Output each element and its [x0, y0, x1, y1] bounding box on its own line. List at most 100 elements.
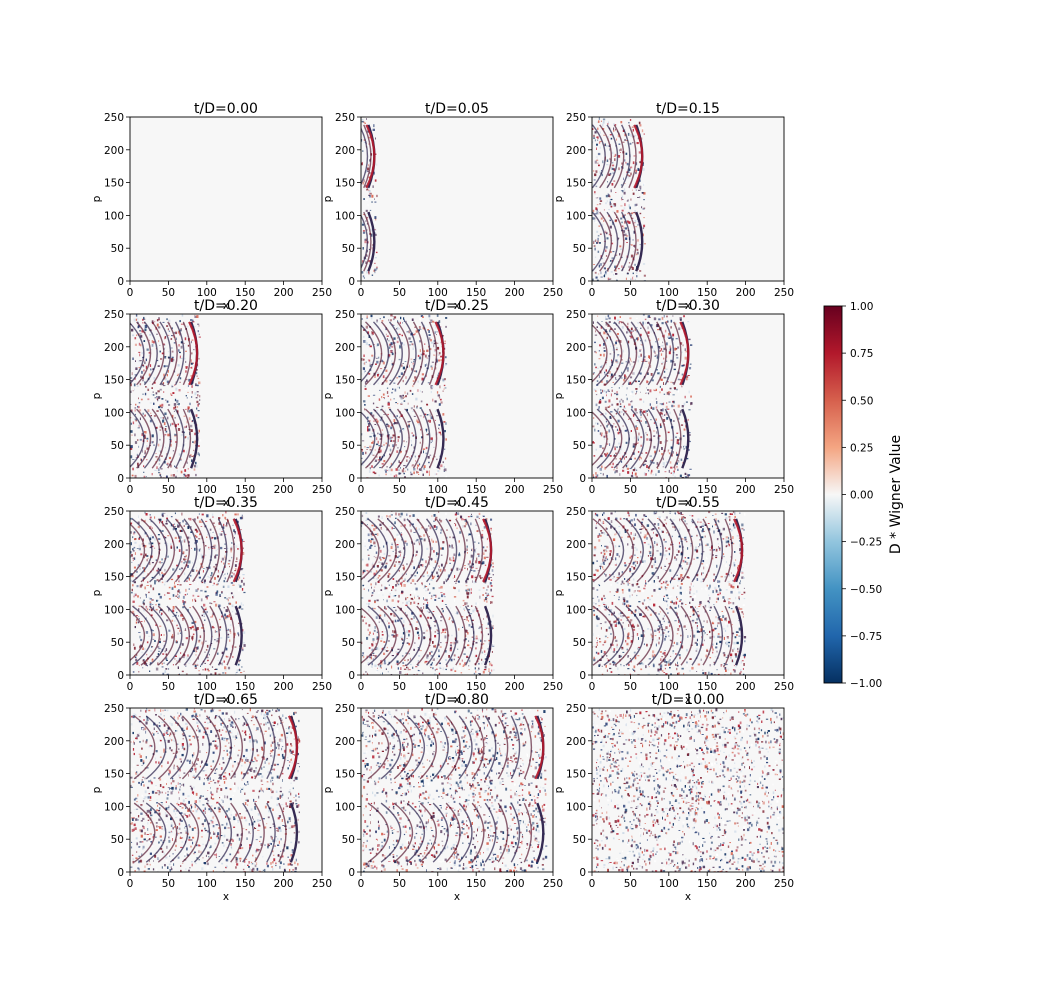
- heatmap-cell: [668, 391, 670, 394]
- heatmap-cell: [427, 456, 430, 459]
- heatmap-cell: [224, 516, 227, 520]
- heatmap-cell: [637, 167, 639, 170]
- heatmap-cell: [434, 331, 436, 334]
- heatmap-cell: [601, 364, 604, 367]
- heatmap-cell: [166, 400, 169, 403]
- heatmap-cell: [392, 388, 394, 390]
- wavefront-arc: [361, 324, 376, 383]
- heatmap-cell: [372, 654, 374, 656]
- heatmap-cell: [383, 316, 385, 319]
- heatmap-cell: [167, 592, 171, 594]
- heatmap-cell: [154, 581, 156, 585]
- heatmap-cell: [595, 185, 598, 188]
- heatmap-cell: [234, 531, 236, 535]
- x-tick-label: 100: [428, 287, 448, 299]
- heatmap-cell: [379, 389, 381, 391]
- heatmap-cell: [424, 364, 426, 367]
- heatmap-cell: [616, 391, 618, 394]
- heatmap-cell: [130, 390, 132, 393]
- heatmap-cell: [643, 217, 645, 219]
- heatmap-cell: [134, 388, 135, 391]
- heatmap-cell: [369, 383, 371, 385]
- heatmap-cell: [197, 330, 199, 333]
- heatmap-cell: [379, 673, 382, 675]
- x-axis-label: x: [223, 694, 229, 706]
- heatmap-cell: [397, 619, 400, 622]
- heatmap-cell: [640, 452, 643, 454]
- heatmap-cell: [634, 220, 636, 223]
- heatmap-cell: [373, 589, 375, 592]
- heatmap-cell: [472, 580, 473, 583]
- heatmap-cell: [630, 127, 632, 129]
- x-tick-label: 200: [274, 681, 294, 693]
- wavefront-arc: [182, 408, 192, 469]
- heatmap-cell: [373, 528, 376, 531]
- heatmap-cell: [177, 666, 179, 669]
- heatmap-cell: [625, 198, 628, 201]
- heatmap-cell: [600, 223, 604, 227]
- heatmap-cell: [135, 667, 137, 670]
- heatmap-cell: [367, 360, 369, 363]
- heatmap-cell: [615, 478, 616, 481]
- heatmap-cell: [679, 410, 682, 414]
- heatmap-cell: [194, 392, 197, 396]
- heatmap-cell: [625, 361, 627, 363]
- heatmap-cell: [685, 401, 688, 403]
- heatmap-cell: [189, 454, 192, 456]
- heatmap-cell: [593, 372, 595, 374]
- heatmap-cell: [364, 404, 366, 406]
- heatmap-cell: [130, 555, 132, 558]
- heatmap-cell: [179, 351, 181, 354]
- heatmap-cell: [187, 344, 190, 347]
- heatmap-cell: [635, 162, 638, 166]
- heatmap-cell: [442, 461, 444, 464]
- heatmap-cell: [173, 585, 176, 588]
- heatmap-cell: [619, 400, 621, 403]
- heatmap-cell: [670, 359, 673, 363]
- heatmap-cell: [688, 432, 691, 434]
- heatmap-cell: [660, 348, 663, 351]
- heatmap-cell: [224, 577, 226, 580]
- heatmap-cell: [154, 516, 156, 519]
- heatmap-cell: [412, 410, 415, 412]
- heatmap-cell: [137, 517, 139, 520]
- heatmap-cell: [435, 325, 438, 329]
- wavefront-arc: [361, 214, 369, 270]
- heatmap-cell: [179, 646, 182, 648]
- heatmap-cell: [618, 352, 620, 354]
- heatmap-cell: [178, 673, 180, 675]
- heatmap-cell: [191, 339, 194, 341]
- heatmap-cell: [592, 474, 594, 477]
- heatmap-cell: [178, 453, 181, 456]
- heatmap-cell: [607, 389, 610, 392]
- heatmap-cell: [619, 316, 621, 318]
- heatmap-cell: [635, 474, 638, 477]
- heatmap-cell: [445, 363, 448, 365]
- heatmap-cell: [213, 593, 215, 595]
- heatmap-cell: [645, 410, 647, 413]
- heatmap-cell: [139, 581, 141, 583]
- heatmap-cell: [187, 654, 189, 657]
- heatmap-cell: [202, 669, 204, 671]
- heatmap-cell: [443, 384, 446, 387]
- heatmap-cell: [374, 432, 377, 434]
- heatmap-cell: [621, 384, 623, 388]
- heatmap-cell: [600, 425, 602, 427]
- heatmap-cell: [617, 333, 619, 335]
- heatmap-cell: [637, 137, 640, 140]
- heatmap-cell: [384, 613, 386, 617]
- heatmap-cell: [442, 609, 445, 613]
- heatmap-cell: [662, 457, 664, 461]
- heatmap-cell: [163, 373, 165, 377]
- heatmap-cell: [374, 216, 377, 219]
- heatmap-cell: [215, 593, 218, 596]
- y-tick-label: 150: [335, 375, 355, 387]
- heatmap-cell: [208, 644, 211, 648]
- heatmap-cell: [183, 357, 186, 360]
- heatmap-cell: [658, 318, 661, 321]
- heatmap-cell: [383, 552, 386, 555]
- heatmap-cell: [161, 383, 164, 386]
- heatmap-cell: [676, 388, 678, 391]
- heatmap-cell: [396, 634, 399, 637]
